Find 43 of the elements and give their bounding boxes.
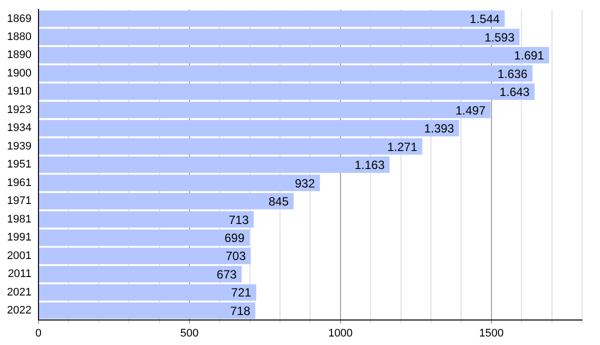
y-tick-label: 1934 bbox=[6, 122, 32, 134]
bar bbox=[38, 28, 520, 46]
y-tick-label: 2021 bbox=[6, 286, 32, 298]
data-label: 1.497 bbox=[455, 103, 486, 118]
data-label: 699 bbox=[224, 231, 245, 245]
data-label: 1.691 bbox=[514, 48, 544, 63]
data-label: 1.544 bbox=[470, 12, 500, 26]
y-tick-label: 1961 bbox=[6, 176, 32, 189]
y-tick-label: 2022 bbox=[6, 304, 32, 317]
data-label: 718 bbox=[230, 304, 251, 318]
x-tick-label: 500 bbox=[180, 327, 199, 340]
y-tick-label: 1880 bbox=[6, 31, 32, 43]
data-label: 721 bbox=[231, 286, 252, 300]
data-label: 1.593 bbox=[484, 30, 515, 44]
x-tick-label: 1000 bbox=[328, 327, 353, 340]
data-label: 1.393 bbox=[424, 122, 454, 136]
y-tick-label: 1971 bbox=[6, 195, 32, 208]
y-tick-label: 1910 bbox=[6, 86, 32, 98]
data-label: 713 bbox=[228, 212, 250, 227]
bar bbox=[38, 65, 532, 82]
y-tick-label: 1869 bbox=[6, 12, 32, 25]
data-label: 673 bbox=[216, 267, 238, 282]
data-label: 1.636 bbox=[497, 66, 528, 81]
y-tick-label: 1981 bbox=[6, 213, 32, 226]
x-tick-label: 1500 bbox=[479, 327, 504, 340]
bar bbox=[38, 302, 256, 319]
y-tick-label: 2001 bbox=[6, 250, 32, 262]
bar bbox=[38, 10, 505, 27]
y-tick-label: 1951 bbox=[6, 158, 32, 171]
y-tick-label: 1923 bbox=[6, 104, 32, 116]
y-tick-label: 1890 bbox=[6, 49, 32, 62]
y-tick-label: 2011 bbox=[8, 268, 32, 280]
y-tick-label: 1939 bbox=[6, 140, 32, 152]
data-label: 1.163 bbox=[354, 158, 385, 172]
y-tick-label: 1991 bbox=[6, 232, 32, 244]
data-label: 845 bbox=[268, 194, 289, 209]
data-label: 1.271 bbox=[387, 140, 418, 154]
data-label: 703 bbox=[226, 249, 246, 264]
bar bbox=[38, 47, 550, 64]
data-label: 932 bbox=[294, 176, 316, 190]
y-tick-label: 1900 bbox=[6, 67, 32, 80]
data-label: 1.643 bbox=[500, 85, 530, 100]
x-tick-label: 0 bbox=[35, 327, 42, 340]
